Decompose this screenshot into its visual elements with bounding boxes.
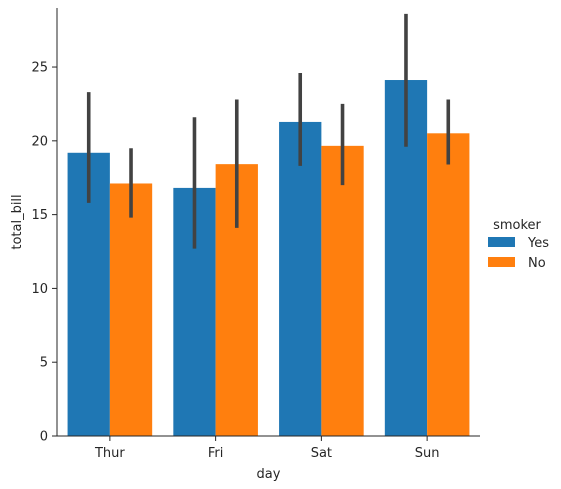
bar-no-sun: [427, 133, 470, 436]
y-ticks-group: 0 5 10 15 20 25: [31, 61, 57, 445]
y-tick-label: 25: [31, 61, 48, 76]
legend-swatch-yes: [488, 237, 515, 247]
legend-label-no: No: [528, 256, 546, 271]
x-axis-label: day: [257, 467, 281, 482]
legend-swatch-no: [488, 257, 515, 267]
legend-label-yes: Yes: [527, 236, 549, 251]
bar-yes-sat: [279, 121, 322, 436]
legend-title: smoker: [493, 218, 541, 233]
x-tick-label: Fri: [208, 446, 224, 461]
bar-no-sat: [321, 145, 364, 436]
bar-no-thur: [109, 183, 153, 436]
y-tick-label: 5: [40, 356, 48, 371]
y-tick-label: 0: [40, 430, 48, 445]
x-tick-label: Thur: [94, 446, 125, 461]
y-tick-label: 20: [31, 134, 48, 149]
x-ticks-group: Thur Fri Sat Sun: [94, 436, 440, 461]
error-bars-group: [86, 13, 451, 249]
y-tick-label: 10: [31, 282, 48, 297]
x-tick-label: Sat: [311, 446, 332, 461]
y-tick-label: 15: [31, 208, 48, 223]
bars-group: [67, 80, 470, 437]
x-tick-label: Sun: [415, 446, 440, 461]
legend: smoker Yes No: [488, 218, 549, 271]
y-axis-label: total_bill: [10, 194, 25, 249]
